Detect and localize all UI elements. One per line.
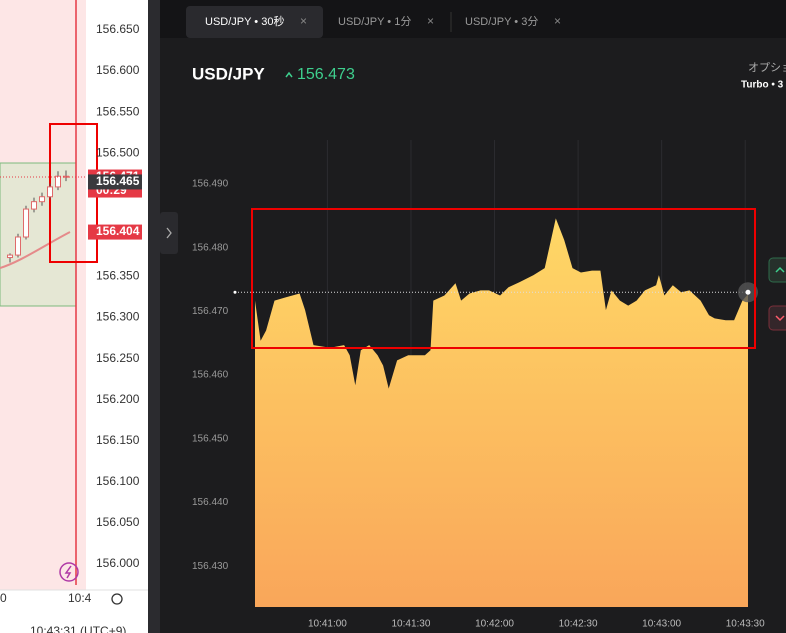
candle-body xyxy=(7,254,13,259)
y-tick-label: 156.200 xyxy=(96,392,140,406)
tab-label[interactable]: USD/JPY • 3分 xyxy=(465,15,538,28)
active-tab[interactable] xyxy=(186,6,323,38)
y-tick-label: 156.480 xyxy=(192,242,229,253)
x-tick-label: 10:42:30 xyxy=(559,619,598,630)
current-price-dot xyxy=(745,289,751,295)
settings-icon[interactable] xyxy=(111,593,123,605)
price-tag xyxy=(88,174,142,190)
y-tick-label: 156.460 xyxy=(192,370,229,381)
price-chart: 156.490 156.480 156.470 156.460 156.450 156.4… xyxy=(192,140,765,630)
tab-label[interactable]: USD/JPY • 30秒 xyxy=(205,14,284,28)
left-time-axis xyxy=(0,590,148,633)
x-tick-label: 10:43:30 xyxy=(726,619,765,630)
option-mode: Turbo • 3 xyxy=(741,80,784,91)
tab-label[interactable]: USD/JPY • 1分 xyxy=(338,15,411,28)
tab-close[interactable]: × xyxy=(300,14,307,28)
candle-body xyxy=(39,196,45,203)
x-tick-label: 10:43:00 xyxy=(642,619,681,630)
time-footer: 10:43:31 (UTC+9) xyxy=(30,624,126,633)
price-tag xyxy=(88,224,142,240)
symbol: USD/JPY xyxy=(192,64,265,83)
candle-body xyxy=(31,201,37,210)
x-tick-label: 10:41:00 xyxy=(308,619,347,630)
y-tick-label: 156.600 xyxy=(96,63,140,77)
down-icon xyxy=(775,315,785,322)
candle-body xyxy=(23,208,29,238)
y-tick-label: 156.050 xyxy=(96,515,140,529)
collapse-arrow xyxy=(166,227,172,239)
flash-icon-glyph xyxy=(64,565,72,579)
panel-divider xyxy=(148,0,160,633)
highlight-box xyxy=(251,208,756,349)
price-tag-label: 156.465 xyxy=(96,174,140,188)
price-area xyxy=(255,218,748,607)
x-tick-label: 10:4 xyxy=(68,591,92,605)
left-chart: 156.650156.600156.550156.500156.450156.4… xyxy=(0,22,142,633)
x-tick-label: 10:41:30 xyxy=(392,619,431,630)
price-tag-label: 156.404 xyxy=(96,224,140,238)
candle-body xyxy=(15,236,21,256)
candle-body xyxy=(55,175,61,188)
y-tick-label: 156.650 xyxy=(96,22,140,36)
y-tick-label: 156.430 xyxy=(192,561,229,572)
y-tick-label: 156.350 xyxy=(96,269,140,283)
current-price-start xyxy=(233,290,237,294)
current-price: 156.473 xyxy=(297,66,355,83)
y-tick-label: 156.470 xyxy=(192,306,229,317)
y-tick-label: 156.300 xyxy=(96,310,140,324)
y-tick-label: 156.490 xyxy=(192,179,229,190)
x-tick-label: 0 xyxy=(0,591,7,605)
moving-average xyxy=(0,231,71,269)
y-tick-label: 156.440 xyxy=(192,497,229,508)
y-tick-label: 156.100 xyxy=(96,474,140,488)
left-price-axis xyxy=(86,0,148,590)
candle-body xyxy=(47,186,53,198)
collapse-button[interactable] xyxy=(160,212,178,254)
flash-icon[interactable] xyxy=(59,562,79,582)
x-tick-label: 10:42:00 xyxy=(475,619,514,630)
y-tick-label: 156.150 xyxy=(96,433,140,447)
up-caret xyxy=(285,71,293,78)
option-label: オプショ xyxy=(748,61,786,74)
y-tick-label: 156.250 xyxy=(96,351,140,365)
tab-close[interactable]: × xyxy=(427,14,434,28)
y-tick-label: 156.450 xyxy=(192,433,229,444)
tab-close[interactable]: × xyxy=(554,14,561,28)
y-tick-label: 156.500 xyxy=(96,145,140,159)
up-icon xyxy=(775,266,785,273)
y-tick-label: 156.550 xyxy=(96,104,140,118)
y-tick-label: 156.000 xyxy=(96,556,140,570)
